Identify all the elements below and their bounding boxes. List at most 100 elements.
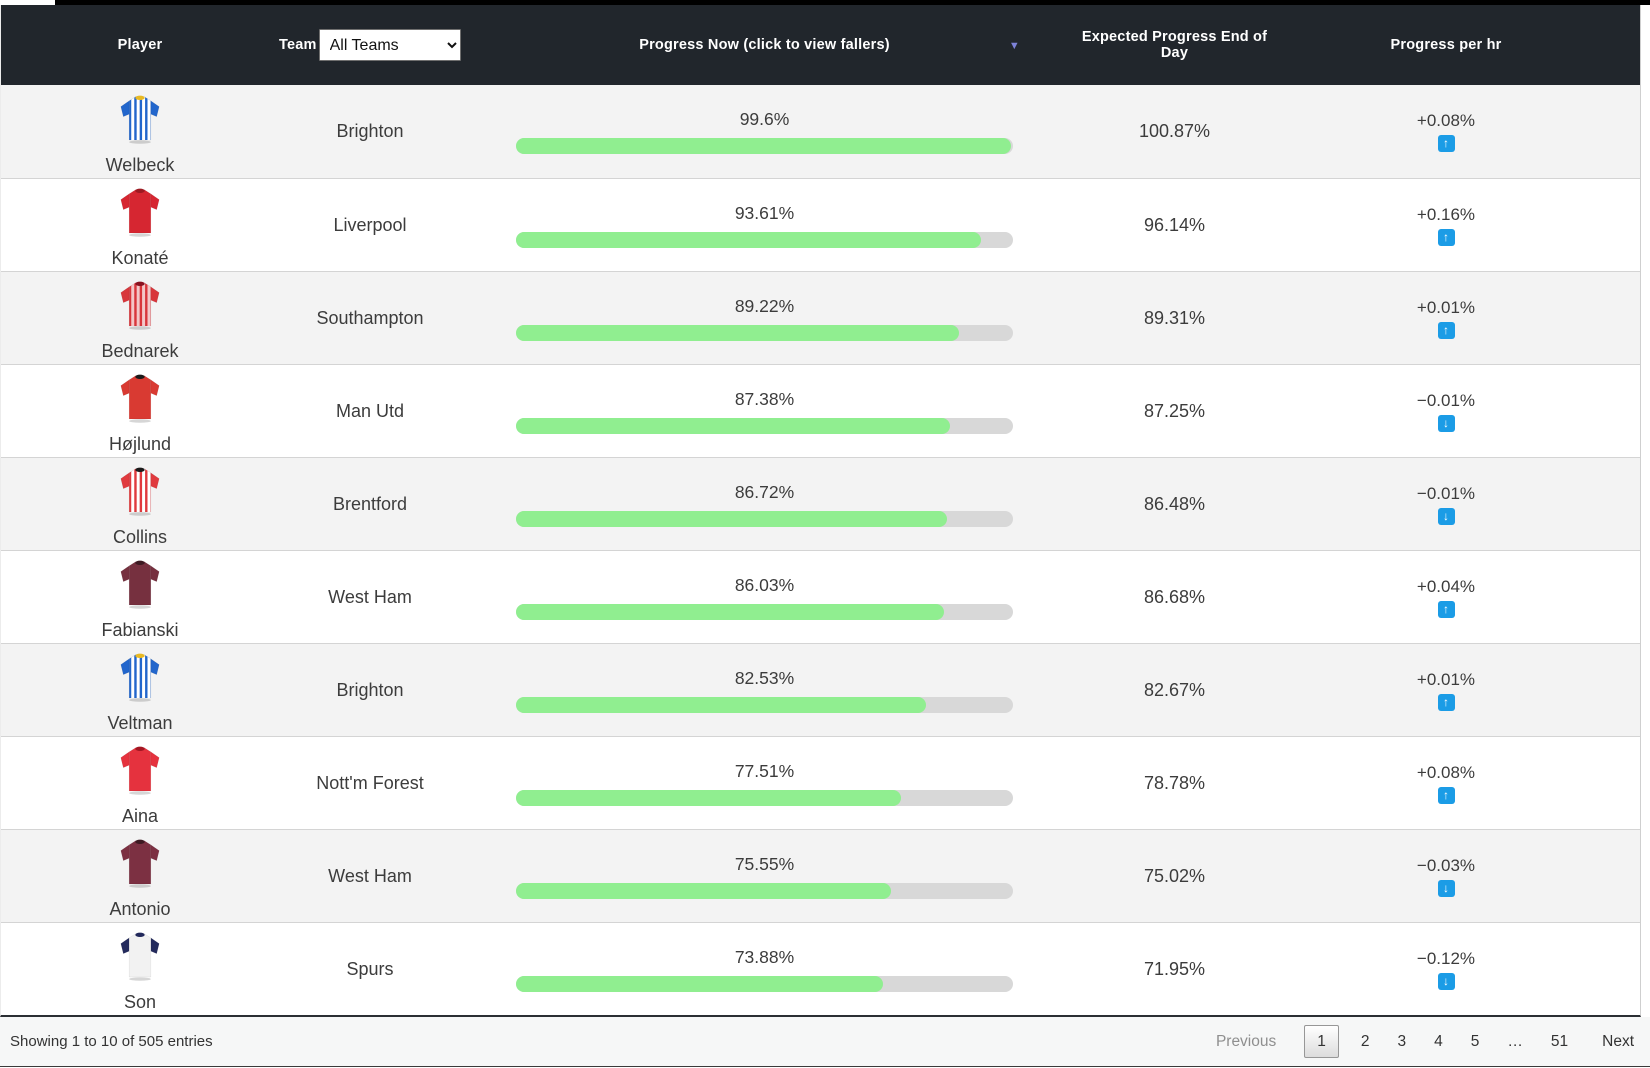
- progress-value: 86.72%: [734, 481, 795, 502]
- table-row: Aina Nott'm Forest 77.51% 78.78% +0.08% …: [1, 736, 1640, 829]
- progress-fill: [516, 696, 927, 713]
- page-button[interactable]: 4: [1434, 1032, 1443, 1050]
- team-name: Brentford: [332, 493, 408, 514]
- page-button[interactable]: …: [1507, 1032, 1523, 1050]
- player-cell: Højlund: [1, 365, 279, 457]
- progress-per-hr: +0.16%: [1416, 204, 1476, 224]
- per-hr-cell: +0.04% ↑: [1281, 551, 1611, 643]
- per-hr-cell: +0.16% ↑: [1281, 179, 1611, 271]
- player-cell: Welbeck: [1, 85, 279, 178]
- team-name: Brighton: [336, 679, 404, 700]
- progress-fill: [516, 789, 902, 806]
- progress-bar: [516, 975, 1013, 992]
- player-cell: Antonio: [1, 830, 279, 922]
- player-name: Fabianski: [101, 620, 179, 641]
- player-name: Konaté: [111, 248, 169, 269]
- per-hr-cell: +0.01% ↑: [1281, 272, 1611, 364]
- progress-fill: [516, 882, 892, 899]
- progress-fill: [516, 231, 982, 248]
- progress-bar: [516, 696, 1013, 713]
- next-page-button[interactable]: Next: [1602, 1032, 1634, 1050]
- progress-value: 89.22%: [734, 295, 795, 316]
- per-hr-cell: −0.03% ↓: [1281, 830, 1611, 922]
- page-button[interactable]: 51: [1550, 1032, 1569, 1050]
- down-arrow-icon: ↓: [1437, 414, 1455, 432]
- team-name: Liverpool: [333, 214, 407, 235]
- progress-bar: [516, 882, 1013, 899]
- player-cell: Fabianski: [1, 551, 279, 643]
- down-arrow-icon: ↓: [1437, 972, 1455, 990]
- page-button[interactable]: 2: [1360, 1032, 1370, 1050]
- table-header: Player Team All Teams Progress Now (clic…: [1, 5, 1640, 85]
- per-hr-cell: +0.08% ↑: [1281, 85, 1611, 178]
- progress-per-hr: −0.12%: [1416, 948, 1476, 968]
- progress-cell: 93.61%: [461, 179, 1068, 271]
- page-button[interactable]: 3: [1397, 1032, 1407, 1050]
- column-header-progress[interactable]: Progress Now (click to view fallers) ▼: [461, 37, 1068, 53]
- table-row: Son Spurs 73.88% 71.95% −0.12% ↓: [1, 922, 1640, 1015]
- table-row: Collins Brentford 86.72% 86.48% −0.01% ↓: [1, 457, 1640, 550]
- column-header-per-hr: Progress per hr: [1390, 37, 1502, 53]
- progress-fill: [516, 975, 884, 992]
- column-header-player: Player: [117, 37, 163, 53]
- progress-per-hr: −0.01%: [1416, 390, 1476, 410]
- shirt-icon: [115, 742, 165, 805]
- progress-bar: [516, 789, 1013, 806]
- shirt-icon: [115, 649, 165, 712]
- shirt-icon: [115, 277, 165, 340]
- progress-bar: [516, 324, 1013, 341]
- shirt-icon: [115, 928, 165, 991]
- sort-descending-icon[interactable]: ▼: [1008, 39, 1020, 52]
- table-body: Welbeck Brighton 99.6% 100.87% +0.08% ↑ …: [1, 85, 1640, 1015]
- player-cell: Bednarek: [1, 272, 279, 364]
- shirt-icon: [115, 91, 165, 154]
- team-name: Brighton: [336, 121, 404, 141]
- expected-progress: 100.87%: [1138, 121, 1211, 141]
- progress-per-hr: +0.01%: [1416, 669, 1476, 689]
- expected-progress: 86.48%: [1143, 493, 1206, 514]
- expected-progress: 96.14%: [1143, 214, 1206, 235]
- progress-per-hr: +0.08%: [1416, 111, 1476, 130]
- progress-value: 93.61%: [734, 202, 795, 223]
- progress-value: 82.53%: [734, 667, 795, 688]
- previous-page-button[interactable]: Previous: [1215, 1032, 1277, 1050]
- team-name: West Ham: [328, 865, 412, 886]
- page-button[interactable]: 5: [1470, 1032, 1480, 1050]
- team-name: West Ham: [328, 586, 412, 607]
- progress-bar: [516, 138, 1013, 154]
- progress-cell: 73.88%: [461, 923, 1068, 1015]
- progress-cell: 87.38%: [461, 365, 1068, 457]
- progress-value: 87.38%: [734, 388, 795, 409]
- shirt-icon: [115, 370, 165, 433]
- up-arrow-icon: ↑: [1437, 321, 1455, 339]
- page-button-current[interactable]: 1: [1304, 1024, 1339, 1058]
- per-hr-cell: −0.01% ↓: [1281, 365, 1611, 457]
- price-change-table: Player Team All Teams Progress Now (clic…: [0, 5, 1641, 1017]
- progress-per-hr: +0.08%: [1416, 762, 1476, 782]
- table-row: Welbeck Brighton 99.6% 100.87% +0.08% ↑: [1, 85, 1640, 178]
- team-filter-select[interactable]: All Teams: [318, 29, 461, 61]
- column-header-team: Team All Teams: [279, 29, 461, 61]
- table-row: Veltman Brighton 82.53% 82.67% +0.01% ↑: [1, 643, 1640, 736]
- player-cell: Aina: [1, 737, 279, 829]
- shirt-icon: [115, 835, 165, 898]
- progress-cell: 99.6%: [461, 85, 1068, 178]
- player-cell: Son: [1, 923, 279, 1015]
- per-hr-cell: +0.01% ↑: [1281, 644, 1611, 736]
- progress-value: 99.6%: [739, 109, 790, 129]
- player-name: Aina: [121, 806, 159, 827]
- player-cell: Konaté: [1, 179, 279, 271]
- down-arrow-icon: ↓: [1437, 507, 1455, 525]
- progress-bar: [516, 510, 1013, 527]
- up-arrow-icon: ↑: [1437, 135, 1455, 152]
- progress-bar: [516, 231, 1013, 248]
- progress-header-label[interactable]: Progress Now (click to view fallers): [639, 37, 890, 53]
- shirt-icon: [115, 184, 165, 247]
- up-arrow-icon: ↑: [1437, 600, 1455, 618]
- player-name: Welbeck: [105, 154, 175, 175]
- progress-cell: 89.22%: [461, 272, 1068, 364]
- progress-value: 73.88%: [734, 946, 795, 967]
- page-buttons: 1 2 3 4 5 … 51: [1296, 1024, 1582, 1058]
- player-name: Collins: [112, 527, 168, 548]
- expected-progress: 82.67%: [1143, 679, 1206, 700]
